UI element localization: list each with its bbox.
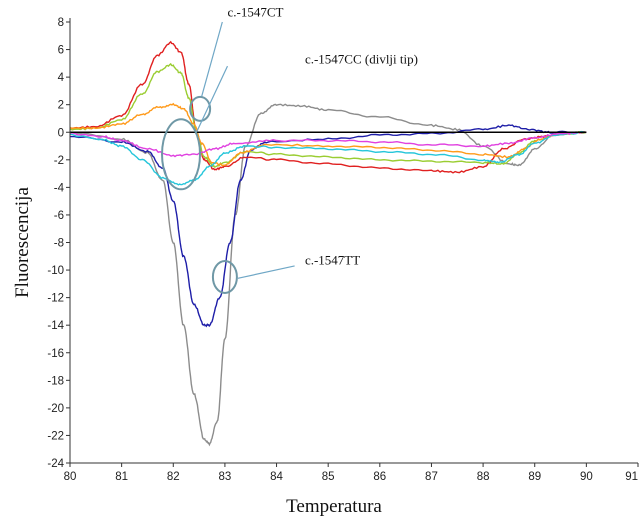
y-tick-label: -16 <box>47 348 64 360</box>
x-tick-label: 85 <box>322 471 335 483</box>
y-axis-title: Fluorescencija <box>12 187 33 298</box>
y-tick-label: -24 <box>47 458 64 470</box>
y-tick-label: 8 <box>58 17 64 29</box>
x-tick-label: 90 <box>580 471 593 483</box>
series-line-6 <box>69 130 587 186</box>
annotation-label: c.-1547CT <box>227 4 283 19</box>
y-tick-label: -6 <box>54 210 64 222</box>
axes-group <box>69 18 638 464</box>
y-tick-label: -18 <box>47 375 64 387</box>
series-line-7 <box>69 131 587 158</box>
x-tick-label: 91 <box>625 471 638 483</box>
annotation-leader <box>237 265 295 279</box>
y-tick-label: -10 <box>47 265 64 277</box>
y-tick-label: 6 <box>58 45 64 57</box>
annotation-leader <box>195 65 229 133</box>
y-tick-label: -2 <box>54 155 64 167</box>
x-tick-label: 84 <box>270 471 283 483</box>
annotation-label: c.-1547CC (divlji tip) <box>305 51 418 66</box>
x-tick-label: 89 <box>528 471 541 483</box>
y-tick-label: -4 <box>54 182 65 194</box>
series-line-5 <box>69 102 587 167</box>
series-line-2 <box>70 124 587 328</box>
y-tick-label: 0 <box>58 127 64 139</box>
annotation-circle <box>161 118 202 191</box>
y-tick-label: -12 <box>47 293 64 305</box>
y-tick-label: 4 <box>58 72 65 84</box>
series-line-4 <box>69 62 587 168</box>
annotation-label: c.-1547TT <box>305 253 360 268</box>
annotation-leader <box>201 21 223 97</box>
y-tick-label: 2 <box>58 100 64 112</box>
x-tick-label: 80 <box>64 471 77 483</box>
x-tick-label: 82 <box>167 471 180 483</box>
annotations-group: c.-1547CT c.-1547CC (divlji tip) c.-1547TT <box>161 4 418 294</box>
x-tick-label: 87 <box>425 471 438 483</box>
y-tick-label: -14 <box>47 320 64 332</box>
annotation-circle <box>189 95 212 122</box>
y-tick-label: -22 <box>47 430 64 442</box>
annotation-circle <box>211 259 238 294</box>
x-tick-label: 86 <box>373 471 386 483</box>
series-group <box>69 40 587 447</box>
series-line-1 <box>69 103 587 447</box>
y-tick-label: -8 <box>54 238 64 250</box>
x-tick-label: 88 <box>477 471 490 483</box>
y-tick-label: -20 <box>47 403 64 415</box>
x-tick-label: 81 <box>115 471 128 483</box>
x-axis-title: Temperatura <box>286 496 382 517</box>
x-tick-label: 83 <box>219 471 232 483</box>
